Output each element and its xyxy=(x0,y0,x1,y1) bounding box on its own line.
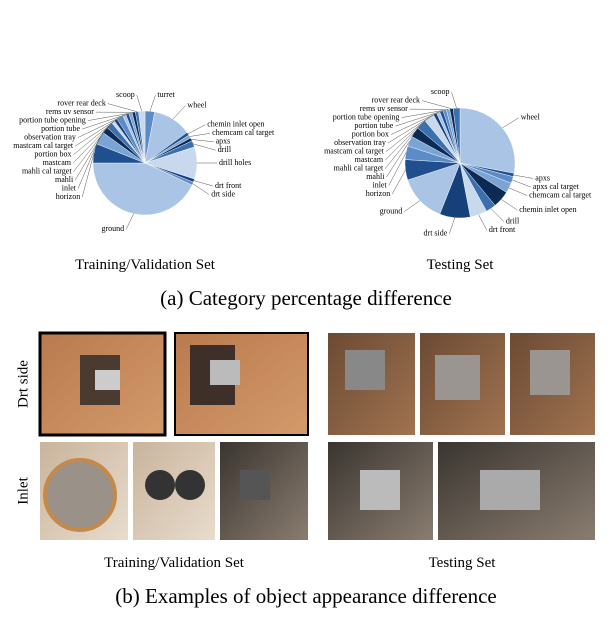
chart-title: Testing Set xyxy=(427,257,495,273)
leader-line xyxy=(514,175,534,178)
leader-line xyxy=(193,144,215,150)
leader-line xyxy=(194,181,213,186)
leader-line xyxy=(509,188,527,196)
leader-line xyxy=(479,215,487,230)
leader-line xyxy=(404,201,420,212)
column-label: Training/Validation Set xyxy=(104,555,245,571)
leader-line xyxy=(190,133,210,136)
caption: (a) Category percentage difference xyxy=(160,286,452,310)
figure: (a) Category percentage difference Drt s… xyxy=(0,0,613,614)
slice-label: chemin inlet open xyxy=(519,205,576,214)
leader-line xyxy=(422,101,451,109)
slice-label: scoop xyxy=(431,87,450,96)
leader-line xyxy=(502,118,518,128)
slice-label: chemcam cal target xyxy=(529,190,592,199)
slice-label: horizon xyxy=(56,192,80,201)
leader-line xyxy=(126,214,133,230)
slice-label: drill xyxy=(218,145,232,154)
column-label: Testing Set xyxy=(429,555,497,571)
leader-line xyxy=(108,104,137,112)
leader-line xyxy=(449,218,455,234)
leader-line xyxy=(392,170,405,194)
leader-line xyxy=(188,125,205,134)
slice-label: drt side xyxy=(424,229,448,238)
row-label: Inlet xyxy=(15,476,31,504)
row-label: Drt side xyxy=(15,360,31,408)
leader-line xyxy=(191,139,213,141)
slice-label: wheel xyxy=(521,113,541,122)
slice-label: wheel xyxy=(187,100,207,109)
leader-line xyxy=(501,199,517,210)
leader-line xyxy=(491,208,504,221)
slice-label: ground xyxy=(380,206,403,215)
leader-line xyxy=(512,180,531,187)
leader-line xyxy=(193,184,210,195)
leader-line xyxy=(173,106,186,120)
pie-slice xyxy=(460,108,515,173)
slice-label: turret xyxy=(157,90,175,99)
slice-label: ground xyxy=(101,224,124,233)
chart-title: Training/Validation Set xyxy=(75,257,216,273)
slice-label: horizon xyxy=(366,189,390,198)
caption: (b) Examples of object appearance differ… xyxy=(115,584,497,608)
leader-line xyxy=(452,92,457,108)
slice-label: drill holes xyxy=(219,158,251,167)
leader-line xyxy=(150,95,156,111)
slice-label: scoop xyxy=(116,90,135,99)
leader-line xyxy=(137,95,142,111)
photos xyxy=(40,333,595,540)
slice-label: drt front xyxy=(489,225,516,234)
slice-label: drt side xyxy=(211,189,235,198)
